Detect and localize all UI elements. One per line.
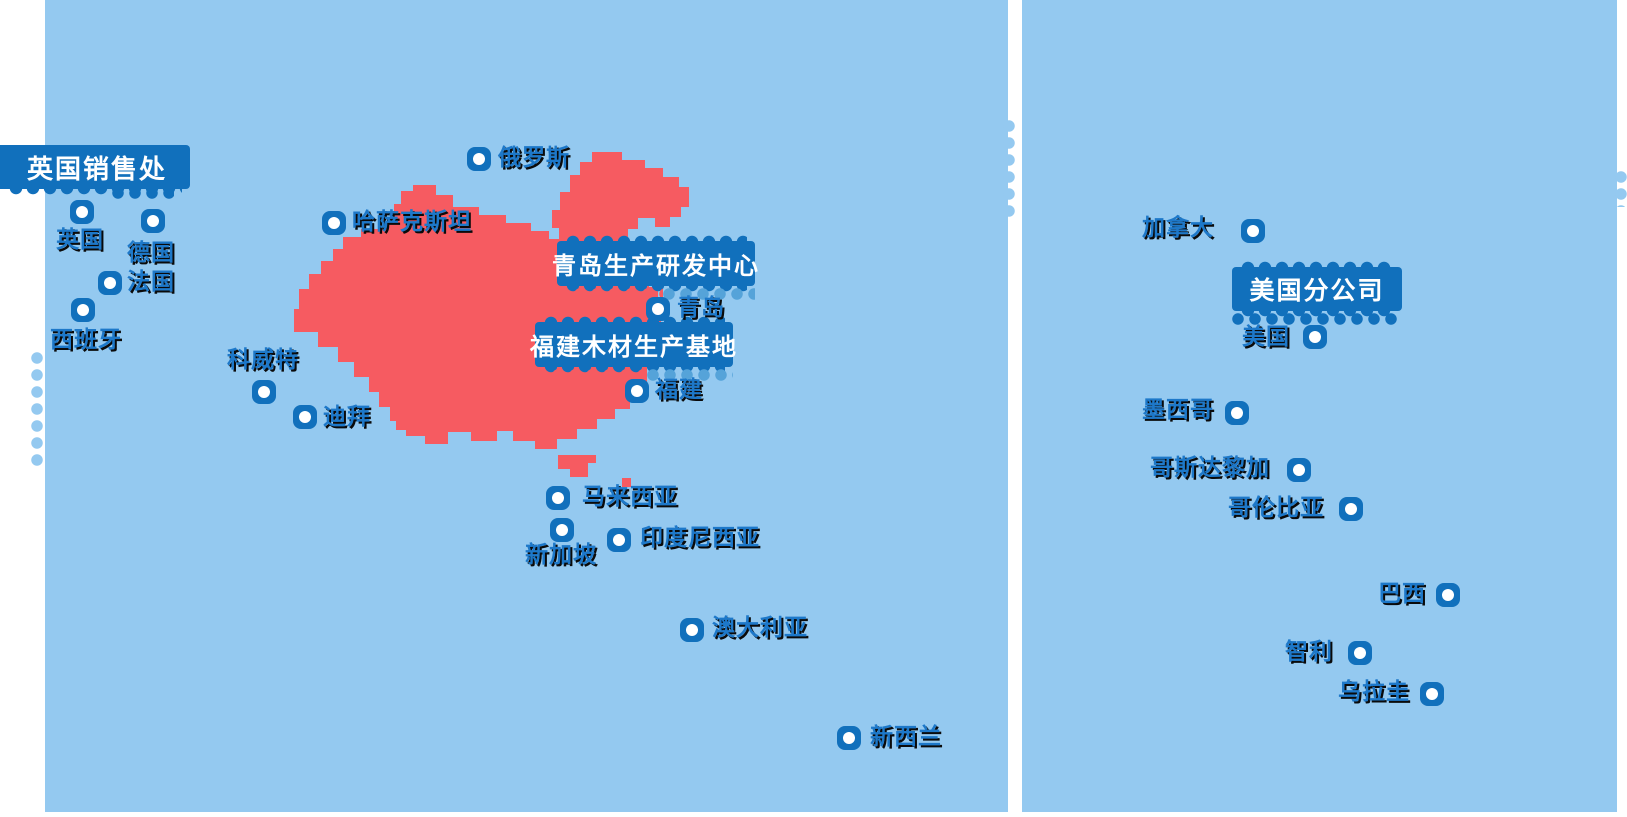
map-label-colombia: 哥伦比亚: [1228, 495, 1324, 521]
pin-dot-icon: [552, 492, 564, 504]
map-label-kazakhstan: 哈萨克斯坦: [352, 209, 472, 235]
pin-dot-icon: [299, 411, 311, 423]
us-box-bottom-dots: [1232, 313, 1402, 326]
fujian-box-bottom-dots-red: [535, 369, 647, 382]
map-pin-qingdao[interactable]: [646, 297, 670, 321]
map-block-western-hemisphere: [1022, 0, 1617, 812]
map-label-uk: 英国: [56, 227, 104, 253]
map-pin-usa[interactable]: [1303, 325, 1327, 349]
map-pin-kuwait[interactable]: [252, 380, 276, 404]
pin-dot-icon: [77, 304, 89, 316]
map-pin-germany[interactable]: [141, 209, 165, 233]
map-label-mexico: 墨西哥: [1142, 397, 1214, 423]
map-pin-fujian[interactable]: [625, 379, 649, 403]
map-label-australia: 澳大利亚: [712, 615, 808, 641]
pin-dot-icon: [328, 217, 340, 229]
callout-uk-sales-office-text: 英国销售处: [27, 154, 168, 185]
map-label-costa-rica: 哥斯达黎加: [1150, 455, 1270, 481]
callout-fujian-wood-base-text: 福建木材生产基地: [530, 333, 738, 361]
callout-us-branch: 美国分公司: [1232, 261, 1402, 317]
fujian-box-bottom-dots-blue: [647, 369, 733, 382]
pin-dot-icon: [1345, 503, 1357, 515]
map-label-usa: 美国: [1242, 324, 1290, 350]
pin-dot-icon: [76, 206, 88, 218]
map-pin-kazakhstan[interactable]: [322, 211, 346, 235]
map-label-kuwait: 科威特: [227, 347, 299, 373]
map-label-fujian: 福建: [655, 377, 703, 403]
map-pin-spain[interactable]: [71, 298, 95, 322]
map-label-uruguay: 乌拉圭: [1338, 679, 1410, 705]
pin-dot-icon: [843, 732, 855, 744]
callout-uk-sales-office: 英国销售处: [0, 145, 190, 195]
callout-fujian-wood-base: 福建木材生产基地: [530, 316, 736, 373]
map-label-singapore: 新加坡: [525, 542, 597, 568]
map-label-new-zealand: 新西兰: [870, 724, 942, 750]
map-edge-dots-middle: [1002, 120, 1016, 218]
map-label-dubai: 迪拜: [323, 404, 371, 430]
pin-dot-icon: [1426, 688, 1438, 700]
map-pin-mexico[interactable]: [1225, 401, 1249, 425]
pin-dot-icon: [1309, 331, 1321, 343]
map-label-indonesia: 印度尼西亚: [640, 525, 760, 551]
map-pin-canada[interactable]: [1241, 219, 1265, 243]
qingdao-box-bottom-dots-blue: [663, 288, 755, 301]
map-pin-australia[interactable]: [680, 618, 704, 642]
map-pin-uruguay[interactable]: [1420, 682, 1444, 706]
map-label-brazil: 巴西: [1378, 581, 1426, 607]
map-pin-russia[interactable]: [467, 147, 491, 171]
map-pin-colombia[interactable]: [1339, 497, 1363, 521]
pin-dot-icon: [1354, 647, 1366, 659]
pin-dot-icon: [1442, 589, 1454, 601]
pin-dot-icon: [104, 277, 116, 289]
map-label-france: 法国: [127, 269, 175, 295]
map-label-chile: 智利: [1285, 639, 1333, 665]
pin-dot-icon: [556, 524, 568, 536]
pin-dot-icon: [147, 215, 159, 227]
callout-us-branch-text: 美国分公司: [1249, 276, 1385, 305]
map-label-qingdao: 青岛: [677, 295, 725, 321]
map-pin-singapore[interactable]: [550, 518, 574, 542]
map-block-eastern-hemisphere: [45, 0, 1008, 812]
uk-box-bottom-dots: [112, 187, 174, 200]
map-pin-costa-rica[interactable]: [1287, 458, 1311, 482]
map-pin-chile[interactable]: [1348, 641, 1372, 665]
pin-dot-icon: [1231, 407, 1243, 419]
pin-dot-icon: [258, 386, 270, 398]
map-pin-brazil[interactable]: [1436, 583, 1460, 607]
map-edge-dots-left: [30, 352, 44, 470]
pin-dot-icon: [613, 534, 625, 546]
pin-dot-icon: [473, 153, 485, 165]
map-edge-dots-right: [1614, 171, 1627, 207]
map-pin-france[interactable]: [98, 271, 122, 295]
map-pin-dubai[interactable]: [293, 405, 317, 429]
pin-dot-icon: [686, 624, 698, 636]
pin-dot-icon: [631, 385, 643, 397]
map-label-germany: 德国: [127, 240, 175, 266]
map-label-malaysia: 马来西亚: [582, 484, 678, 510]
pin-dot-icon: [1293, 464, 1305, 476]
pin-dot-icon: [1247, 225, 1259, 237]
map-pin-indonesia[interactable]: [607, 528, 631, 552]
map-label-russia: 俄罗斯: [498, 145, 570, 171]
map-pin-new-zealand[interactable]: [837, 726, 861, 750]
map-label-canada: 加拿大: [1142, 215, 1214, 241]
map-pin-malaysia[interactable]: [546, 486, 570, 510]
callout-qingdao-rd-center: 青岛生产研发中心: [552, 235, 758, 292]
pin-dot-icon: [652, 303, 664, 315]
map-pin-uk[interactable]: [70, 200, 94, 224]
map-label-spain: 西班牙: [50, 327, 122, 353]
callout-qingdao-rd-center-text: 青岛生产研发中心: [552, 252, 760, 280]
qingdao-box-bottom-dots-red: [557, 288, 663, 301]
